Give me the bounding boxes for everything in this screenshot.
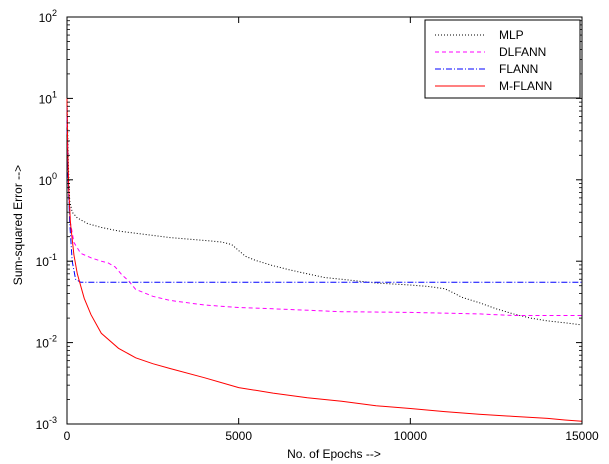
y-tick-label: 10-2 bbox=[36, 334, 57, 351]
x-tick-label: 5000 bbox=[225, 429, 252, 443]
x-axis-label: No. of Epochs --> bbox=[287, 447, 381, 461]
legend-label-mlp: MLP bbox=[499, 28, 524, 42]
legend: MLP DLFANN FLANN M-FLANN bbox=[424, 19, 581, 99]
y-tick-exponent: 1 bbox=[52, 89, 57, 99]
x-tick-label: 15000 bbox=[565, 429, 599, 443]
y-axis-label: Sum-squared Error --> bbox=[11, 165, 25, 285]
legend-label-m-flann: M-FLANN bbox=[499, 79, 552, 93]
y-tick-exponent: 0 bbox=[52, 171, 57, 181]
x-tick-label: 10000 bbox=[394, 429, 428, 443]
x-axis: 0 5000 10000 15000 bbox=[64, 17, 599, 443]
series-line-dlfann bbox=[66, 116, 582, 316]
legend-box bbox=[424, 19, 581, 99]
y-tick-exponent: -3 bbox=[49, 415, 57, 425]
y-tick-label: 101 bbox=[39, 89, 57, 106]
series-line-m-flann bbox=[66, 98, 583, 422]
legend-label-flann: FLANN bbox=[499, 62, 538, 76]
y-tick-label: 10-3 bbox=[36, 415, 57, 432]
y-tick-exponent: -2 bbox=[49, 334, 57, 344]
y-tick-exponent: 2 bbox=[52, 8, 57, 18]
y-tick-label: 100 bbox=[39, 171, 57, 188]
x-tick-label: 0 bbox=[64, 429, 71, 443]
legend-label-dlfann: DLFANN bbox=[499, 45, 546, 59]
y-tick-label: 10-1 bbox=[36, 252, 57, 269]
y-tick-label: 102 bbox=[39, 8, 57, 25]
y-tick-exponent: -1 bbox=[49, 252, 57, 262]
